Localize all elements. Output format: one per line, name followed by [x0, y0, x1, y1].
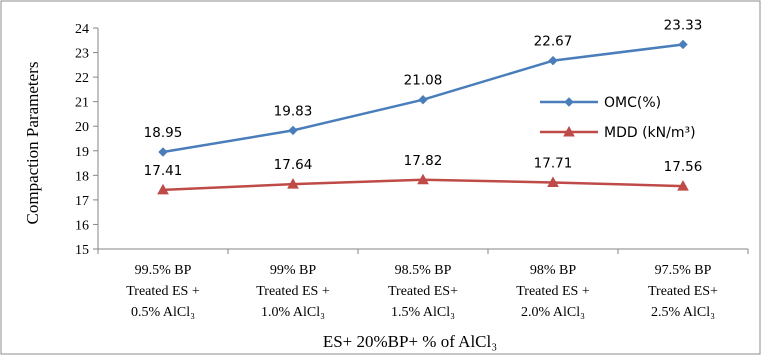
- data-label: 17.56: [664, 159, 703, 175]
- y-tick-label: 19: [75, 145, 89, 160]
- data-label: 21.08: [404, 73, 443, 89]
- data-label: 17.64: [274, 157, 313, 173]
- data-point-marker: [418, 94, 428, 105]
- data-label: 22.67: [534, 34, 573, 50]
- x-category-line: 98.5% BP: [395, 263, 452, 278]
- y-tick-label: 20: [75, 120, 89, 135]
- data-point-marker: [417, 173, 429, 185]
- y-tick-label: 21: [75, 96, 89, 111]
- x-category-line: Treated ES +: [516, 284, 590, 299]
- y-tick-label: 24: [75, 22, 89, 37]
- y-axis-title: Compaction Parameters: [23, 62, 42, 225]
- x-category-line: Treated ES+: [648, 284, 718, 299]
- data-label: 19.83: [274, 103, 313, 119]
- data-label: 23.33: [664, 17, 703, 33]
- data-point-marker: [548, 55, 558, 66]
- y-tick-label: 16: [75, 218, 89, 233]
- x-axis-title: ES+ 20%BP+ % of AlCl₃: [323, 332, 497, 351]
- series-layer: 18.95 19.83 21.08 22.67 23.33 17.41 17.64 17.82…: [144, 17, 703, 195]
- x-category-label: 98.5% BP Treated ES+ 1.5% AlCl₃: [388, 263, 458, 320]
- legend-label: OMC(%): [604, 95, 661, 111]
- data-point-marker: [563, 125, 575, 137]
- data-point-marker: [287, 178, 299, 189]
- x-category-line: 0.5% AlCl₃: [131, 305, 195, 320]
- data-point-marker: [678, 39, 688, 50]
- x-category-line: 99% BP: [270, 263, 317, 278]
- x-category-line: 99.5% BP: [135, 263, 192, 278]
- data-label: 17.71: [534, 155, 573, 171]
- x-category-line: Treated ES+: [388, 284, 458, 299]
- x-category-line: 1.5% AlCl₃: [391, 305, 455, 320]
- y-tick-label: 17: [75, 194, 89, 209]
- data-point-marker: [547, 176, 559, 187]
- x-category-line: Treated ES +: [126, 284, 200, 299]
- x-category-line: 97.5% BP: [655, 263, 712, 278]
- axes: 15 16 17 18 19 20 21 22 23 24 99.5% BP Treated ES +…: [75, 22, 749, 320]
- y-tick-label: 23: [75, 47, 89, 62]
- y-tick-label: 22: [75, 71, 89, 86]
- data-label: 17.82: [404, 153, 443, 169]
- data-label: 17.41: [144, 163, 183, 179]
- x-category-label: 97.5% BP Treated ES+ 2.5% AlCl₃: [648, 263, 718, 320]
- data-point-marker: [288, 125, 298, 136]
- x-category-label: 98% BP Treated ES + 2.0% AlCl₃: [516, 263, 590, 320]
- legend: OMC(%) MDD (kN/m³): [540, 95, 696, 141]
- legend-label: MDD (kN/m³): [604, 125, 696, 141]
- x-category-line: Treated ES +: [256, 284, 330, 299]
- x-category-line: 98% BP: [530, 263, 577, 278]
- x-category-label: 99.5% BP Treated ES + 0.5% AlCl₃: [126, 263, 200, 320]
- x-category-line: 2.0% AlCl₃: [521, 305, 585, 320]
- data-point-marker: [157, 183, 169, 195]
- x-category-line: 2.5% AlCl₃: [651, 305, 715, 320]
- x-category-label: 99% BP Treated ES + 1.0% AlCl₃: [256, 263, 330, 320]
- data-point-marker: [158, 147, 168, 157]
- data-point-marker: [677, 180, 689, 191]
- x-category-line: 1.0% AlCl₃: [261, 305, 325, 320]
- y-tick-label: 18: [75, 169, 89, 184]
- y-tick-label: 15: [75, 243, 89, 258]
- data-label: 18.95: [144, 125, 183, 141]
- data-point-marker: [564, 97, 574, 107]
